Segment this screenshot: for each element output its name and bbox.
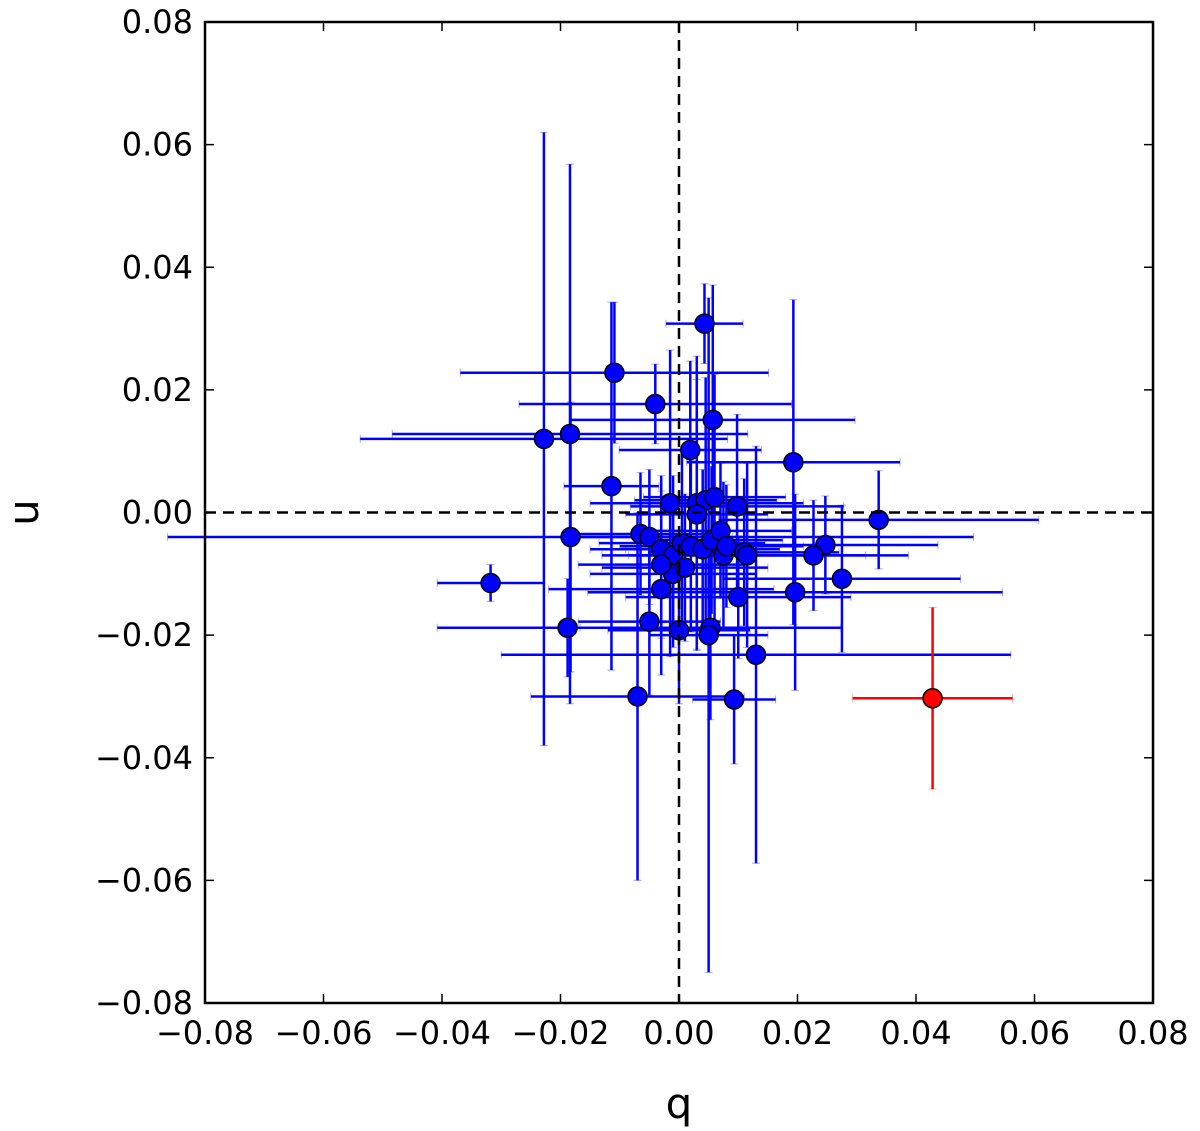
data-point [803,545,824,566]
data-point [686,504,708,525]
x-tick-label: −0.08 [156,1014,254,1052]
x-tick-label: −0.04 [393,1014,491,1052]
data-point [480,572,501,594]
reference-lines [205,22,1153,1003]
x-tick-label: 0.04 [880,1014,951,1052]
series-layer [167,131,1040,973]
data-point [831,568,853,589]
data-point [698,624,719,646]
highlight-data-point [922,688,943,709]
data-point [627,686,648,707]
data-point [704,486,725,508]
data-point [557,617,578,639]
x-tick-label: 0.02 [762,1014,833,1052]
data-point [694,313,715,334]
data-point [639,526,660,548]
y-tick-label: −0.02 [95,616,193,654]
y-tick-label: 0.00 [122,494,193,532]
axis-ticks: −0.08 −0.06 −0.04 −0.02 0.00 0.02 0.04 0.06 0.08… [95,3,1189,1052]
data-point [650,554,672,575]
data-point [645,393,666,415]
data-point [723,689,745,710]
data-point [560,526,581,548]
data-point [728,586,749,608]
x-tick-label: 0.06 [999,1014,1070,1052]
y-tick-label: 0.04 [122,248,193,286]
x-tick-label: 0.00 [643,1014,714,1052]
data-point [736,545,758,566]
data-point [680,439,701,461]
data-point [601,475,622,497]
y-tick-label: 0.02 [122,371,193,409]
data-point [604,362,625,383]
data-point [702,409,724,431]
error-bars [167,131,1040,973]
data-point [659,493,681,514]
data-point [784,581,806,603]
y-tick-label: 0.06 [122,126,193,164]
y-axis-label: u [0,499,48,526]
data-point [650,578,672,600]
data-point [868,509,889,531]
data-point [783,451,804,473]
y-tick-label: 0.08 [122,3,193,41]
data-point [533,428,555,450]
y-tick-label: −0.06 [95,861,193,899]
y-tick-label: −0.08 [95,984,193,1022]
data-point [716,535,737,557]
x-axis-label: q [666,1079,693,1128]
markers [480,313,943,710]
x-tick-label: −0.06 [274,1014,372,1052]
data-point [726,496,748,517]
x-tick-label: 0.08 [1117,1014,1188,1052]
data-point [559,423,581,445]
data-point [745,644,767,665]
x-tick-label: −0.02 [511,1014,609,1052]
data-point [639,611,660,632]
y-tick-label: −0.04 [95,739,193,777]
